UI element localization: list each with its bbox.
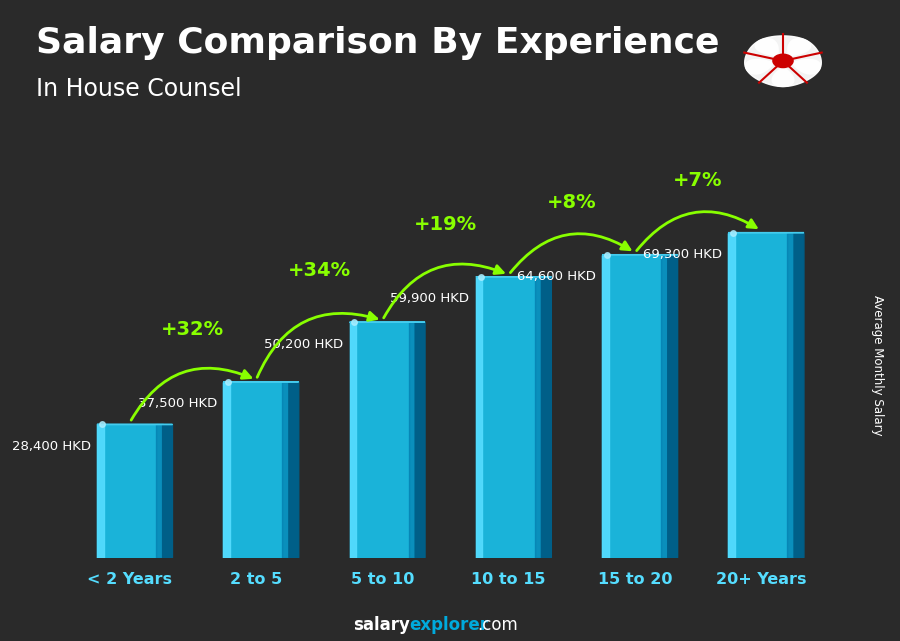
Bar: [349, 322, 356, 558]
Bar: [535, 277, 542, 558]
Bar: [476, 277, 482, 558]
Bar: [602, 254, 668, 558]
Polygon shape: [745, 60, 794, 87]
Polygon shape: [755, 36, 811, 56]
Bar: [409, 322, 415, 558]
Text: +32%: +32%: [161, 320, 224, 340]
Bar: [97, 424, 163, 558]
Circle shape: [773, 54, 793, 67]
Bar: [156, 424, 163, 558]
Bar: [476, 277, 542, 558]
Text: +7%: +7%: [673, 171, 723, 190]
Text: 28,400 HKD: 28,400 HKD: [12, 440, 91, 453]
Text: 37,500 HKD: 37,500 HKD: [138, 397, 217, 410]
Polygon shape: [289, 382, 299, 558]
Polygon shape: [772, 60, 821, 87]
Polygon shape: [794, 233, 804, 558]
Text: Salary Comparison By Experience: Salary Comparison By Experience: [36, 26, 719, 60]
Text: 69,300 HKD: 69,300 HKD: [644, 248, 722, 261]
Bar: [223, 382, 230, 558]
Polygon shape: [744, 38, 778, 74]
Text: explorer: explorer: [410, 616, 489, 634]
Text: 59,900 HKD: 59,900 HKD: [391, 292, 470, 305]
Text: salary: salary: [353, 616, 410, 634]
Polygon shape: [163, 424, 173, 558]
Text: +19%: +19%: [414, 215, 477, 235]
Text: 64,600 HKD: 64,600 HKD: [517, 270, 596, 283]
Bar: [788, 233, 794, 558]
Text: +8%: +8%: [547, 194, 597, 212]
Text: In House Counsel: In House Counsel: [36, 77, 241, 101]
Bar: [728, 233, 735, 558]
Bar: [602, 254, 608, 558]
Bar: [97, 424, 104, 558]
Text: 50,200 HKD: 50,200 HKD: [264, 338, 343, 351]
Bar: [283, 382, 289, 558]
Bar: [349, 322, 415, 558]
Text: .com: .com: [477, 616, 517, 634]
Text: +34%: +34%: [288, 261, 351, 280]
Polygon shape: [415, 322, 425, 558]
Polygon shape: [668, 254, 678, 558]
Bar: [728, 233, 794, 558]
Polygon shape: [788, 38, 822, 74]
Text: Average Monthly Salary: Average Monthly Salary: [871, 295, 884, 436]
Bar: [223, 382, 289, 558]
Bar: [662, 254, 668, 558]
Polygon shape: [542, 277, 552, 558]
